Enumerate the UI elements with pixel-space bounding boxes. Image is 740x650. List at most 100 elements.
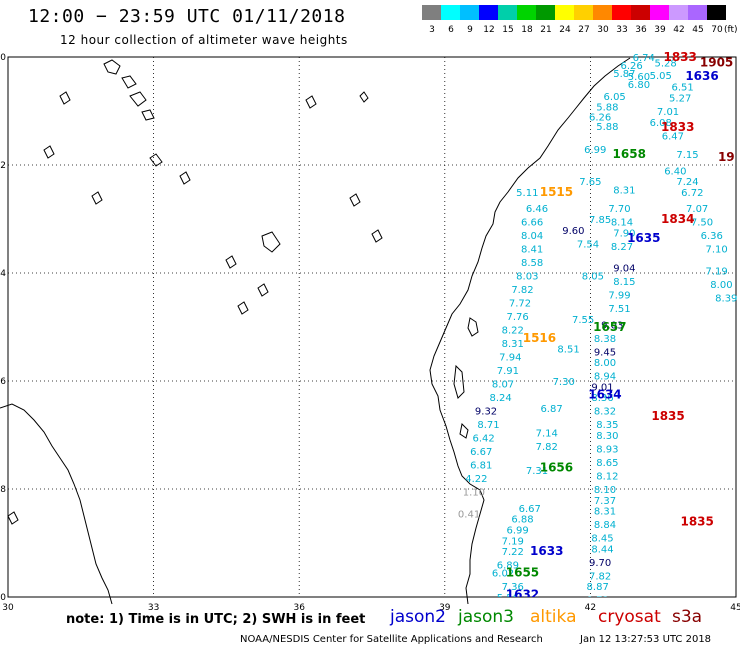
island-mahe [103,59,121,75]
lat-lon-grid [7,56,737,598]
pass-time-label: 1632 [506,587,539,601]
pass-time-label: 1834 [661,212,694,226]
wave-height-value: 7.51 [608,304,630,315]
mission-altika: altika [530,607,577,627]
wave-height-value: 9.32 [475,407,497,418]
wave-height-value: 6.87 [540,404,562,415]
longitude-label: 36 [293,603,305,613]
wave-height-value: 8.03 [516,272,538,283]
longitude-label: 39 [439,603,451,613]
wave-height-value: 8.44 [591,544,613,555]
longitude-label: 30 [2,603,14,613]
color-scale-label: 33 [616,25,628,35]
wave-height-value: 6.05 [604,92,626,103]
color-swatch [479,5,498,20]
pass-time-label: 1835 [651,409,684,423]
generation-timestamp: Jan 12 13:27:53 UTC 2018 [580,634,712,645]
wave-height-value: 6.74 [633,53,655,64]
wave-height-value: 8.39 [715,293,737,304]
latitude-label: −6 [0,377,6,387]
color-scale-unit: (ft) [724,25,738,35]
wave-height-value: 8.51 [557,345,579,356]
wave-height-value: 5.11 [516,188,538,199]
wave-height-value: 8.00 [594,358,616,369]
wave-height-value: 6.99 [584,145,606,156]
mission-jason2: jason2 [390,607,446,627]
wave-height-value: 6.81 [470,461,492,472]
wave-height-value: 7.90 [613,229,635,240]
wave-height-value: 5.87 [613,69,635,80]
color-swatch [517,5,536,20]
wave-height-value: 7.82 [536,442,558,453]
island-pemba [467,317,479,337]
map-note: note: 1) Time is in UTC; 2) SWH is in fe… [66,612,366,627]
color-scale-label: 9 [467,25,473,35]
wave-height-value: 7.30 [553,377,575,388]
island-cluster-g [91,191,103,205]
pass-time-label: 1656 [540,460,573,474]
island-cluster-h [179,171,191,185]
mission-cryosat: cryosat [598,607,661,627]
color-scale-label: 15 [502,25,514,35]
wave-height-value: 5.88 [596,122,618,133]
color-swatch [498,5,517,20]
color-scale-label: 12 [483,25,495,35]
wave-height-value: 8.15 [613,277,635,288]
wave-height-value: 8.27 [611,242,633,253]
wave-height-value: 8.35 [596,420,618,431]
color-scale-label: 70 [711,25,723,35]
island-cluster-e [43,145,55,159]
wave-height-value: 6.42 [472,434,494,445]
wave-height-value: 8.84 [594,520,616,531]
wave-height-value: 6.67 [470,447,492,458]
color-scale-label: 36 [635,25,647,35]
wave-height-value: 7.65 [579,177,601,188]
island-cluster-i [261,231,281,253]
color-scale-label: 18 [521,25,533,35]
wave-height-value: 9.01 [591,382,613,393]
pass-time-label: 1833 [663,50,696,64]
island-cluster-b [129,91,147,107]
color-swatch [441,5,460,20]
wave-height-value: 5.88 [596,103,618,114]
wave-height-value: 8.22 [502,326,524,337]
island-cluster-m [371,229,383,243]
color-swatch [650,5,669,20]
wave-height-value: 7.14 [536,428,558,439]
wave-height-value: 6.66 [521,218,543,229]
wave-height-value: 5.27 [669,94,691,105]
wave-height-value: 7.01 [657,107,679,118]
island-mafia [459,422,469,439]
wave-height-value: 6.51 [671,83,693,94]
wave-height-value: 7.22 [502,547,524,558]
pass-time-label: 1655 [506,566,539,580]
wave-height-value: 7.19 [502,536,524,547]
wave-height-value: 6.26 [589,112,611,123]
wave-height-value: 8.05 [582,272,604,283]
page-title: 12:00 − 23:59 UTC 01/11/2018 [28,6,346,27]
data-source: NOAA/NESDIS Center for Satellite Applica… [240,634,543,645]
wave-height-value: 7.55 [572,315,594,326]
wave-height-value: 8.32 [594,407,616,418]
pass-time-label: 1833 [661,120,694,134]
wave-height-value: 8.45 [591,534,613,545]
wave-height-value: 6.02 [492,569,514,580]
wave-height-value: 5.60 [628,72,650,83]
latitude-label: −2 [0,161,6,171]
wave-height-value: 1.10 [463,488,485,499]
pass-time-label: 1658 [613,147,646,161]
color-swatch [669,5,688,20]
wave-height-value: 6.99 [506,526,528,537]
longitude-label: 45 [730,603,740,613]
wave-height-value: 9.03 [601,320,623,331]
pass-time-label: 1515 [540,185,573,199]
color-scale-label: 24 [559,25,571,35]
color-scale-label: 6 [448,25,454,35]
pass-time-label: 1905 [700,55,733,69]
latitude-label: 0 [0,53,6,63]
color-swatch [536,5,555,20]
wave-height-value: 7.76 [506,312,528,323]
color-swatch [555,5,574,20]
